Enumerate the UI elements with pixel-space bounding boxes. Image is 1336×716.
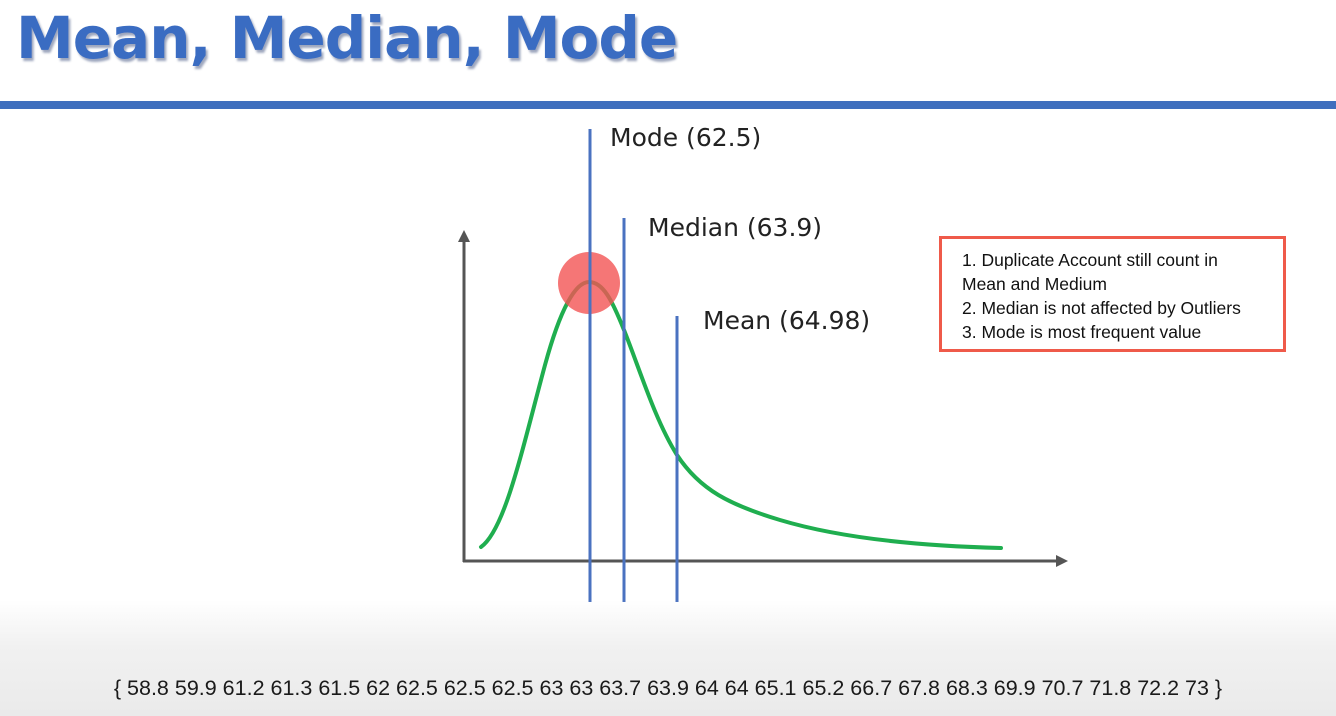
note-line-3: 2. Median is not affected by Outliers: [962, 298, 1241, 318]
median-label: Median (63.9): [648, 213, 822, 242]
distribution-curve: [479, 279, 1003, 550]
note-line-1: 1. Duplicate Account still count in: [962, 250, 1218, 270]
dataset-values: { 58.8 59.9 61.2 61.3 61.5 62 62.5 62.5 …: [113, 676, 1223, 700]
title-rule: [0, 101, 1336, 109]
note-line-4: 3. Mode is most frequent value: [962, 322, 1202, 342]
page-title: Mean, Median, Mode: [16, 4, 678, 72]
notes-box: 1. Duplicate Account still count in Mean…: [939, 236, 1286, 352]
bottom-fade: [0, 600, 1336, 716]
mode-label: Mode (62.5): [610, 123, 761, 152]
mean-label: Mean (64.98): [703, 306, 870, 335]
title-rule-highlight: [0, 100, 1336, 101]
note-line-2: Mean and Medium: [962, 274, 1107, 294]
